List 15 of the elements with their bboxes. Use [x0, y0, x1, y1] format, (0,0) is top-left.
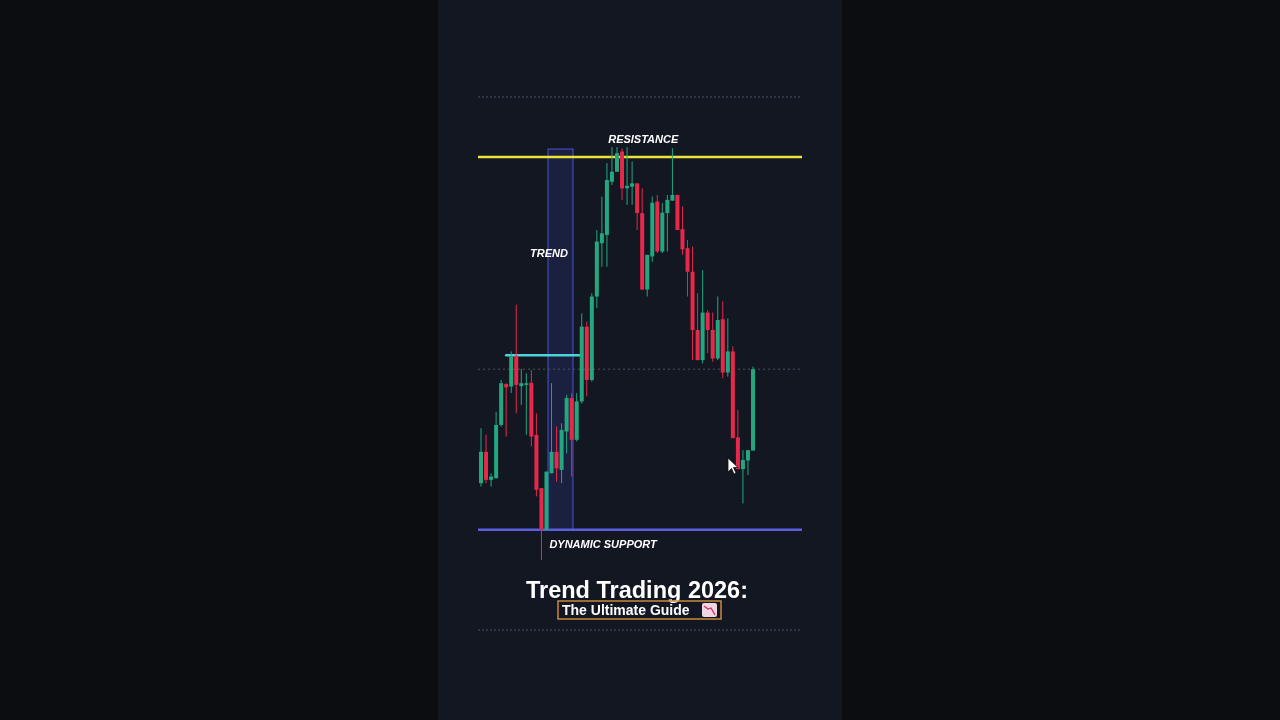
ref-line-label: DYNAMIC SUPPORT — [549, 537, 659, 550]
candlestick — [685, 239, 690, 298]
candlestick — [519, 368, 524, 406]
candlestick — [725, 317, 730, 378]
text: Trend Trading 2026: — [525, 577, 749, 603]
candlestick — [549, 382, 554, 474]
ref-line-label: RESISTANCE — [608, 132, 679, 145]
candlestick — [705, 309, 710, 354]
candlestick — [665, 194, 670, 252]
candlestick — [504, 382, 509, 438]
annotation: TREND — [530, 247, 568, 259]
candlestick — [554, 426, 559, 483]
text: The Ultimate Guide — [562, 602, 690, 618]
candlestick — [740, 449, 745, 504]
candlestick — [615, 146, 619, 173]
